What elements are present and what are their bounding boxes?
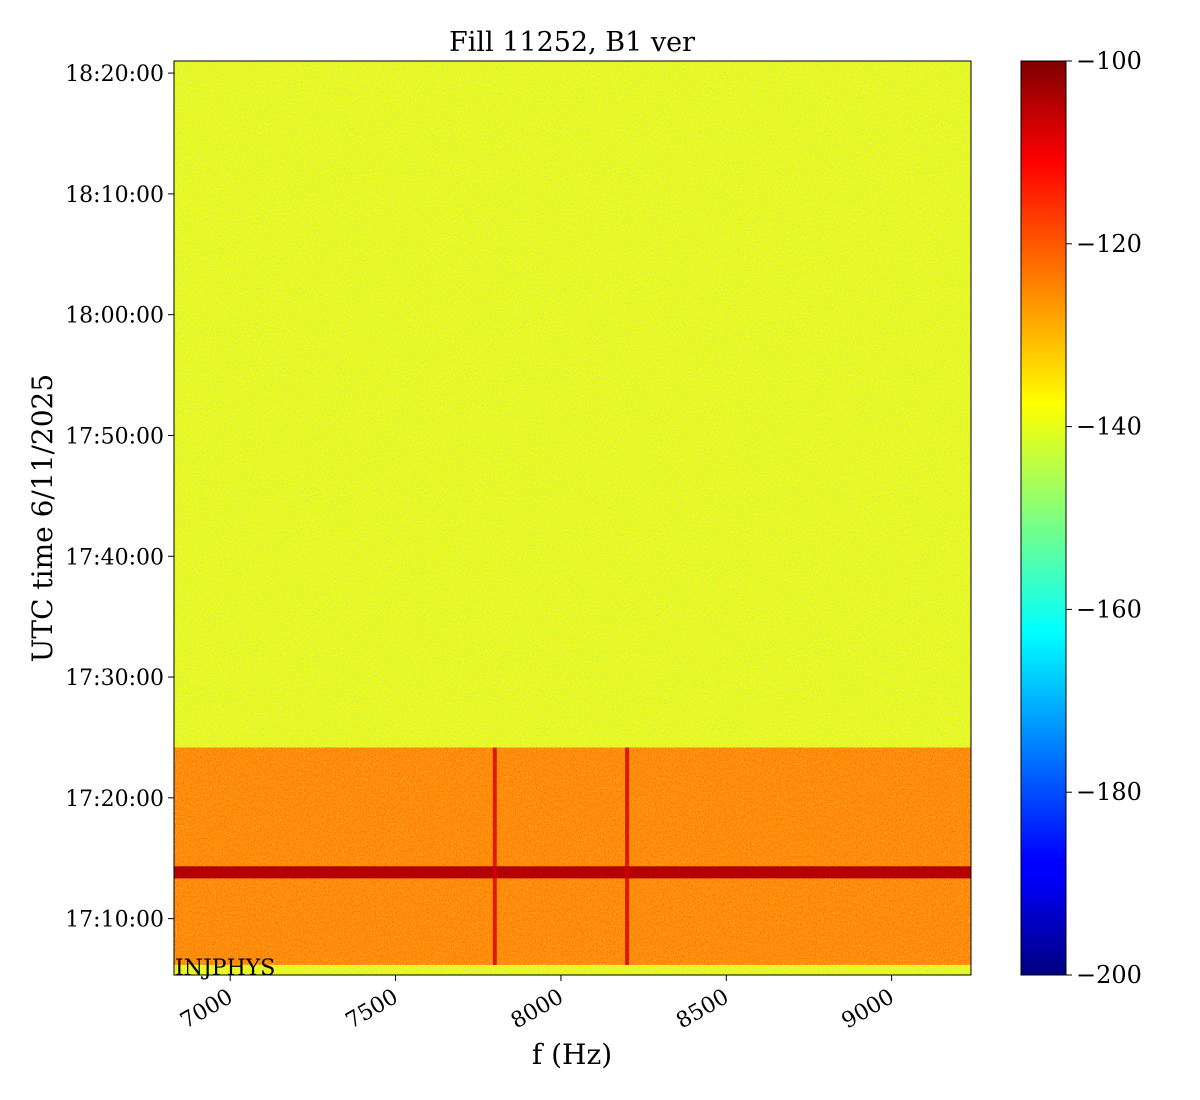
y-tick-label: 18:20:00 — [65, 62, 164, 87]
colorbar-tick-label: −200 — [1076, 961, 1142, 989]
colorbar-tick-label: −160 — [1076, 595, 1142, 623]
heatmap-area — [174, 61, 971, 975]
y-tick-label: 17:40:00 — [65, 545, 164, 570]
colorbar-tick-label: −100 — [1076, 47, 1142, 75]
colorbar-tick-label: −140 — [1076, 413, 1142, 441]
annotation-label: INJPHYS — [175, 956, 275, 981]
x-tick-label: 7000 — [176, 985, 237, 1035]
x-tick-label: 9000 — [838, 985, 899, 1035]
heatmap-region — [174, 866, 971, 879]
colorbar-tick-label: −120 — [1076, 230, 1142, 258]
heatmap-texture — [174, 61, 971, 748]
heatmap-texture — [174, 747, 971, 965]
heatmap-texture — [174, 964, 971, 975]
y-tick-label: 17:50:00 — [65, 424, 164, 449]
plot-frame — [173, 60, 972, 976]
y-tick-label: 18:00:00 — [65, 304, 164, 329]
colorbar: −100 −120 −140 −160 −180 −200 — [1020, 47, 1142, 989]
y-axis: 17:10:00 17:20:00 17:30:00 17:40:00 17:50:00… — [65, 62, 174, 933]
spectral-line — [492, 747, 497, 965]
y-tick-label: 18:10:00 — [65, 183, 164, 208]
x-axis-label: f (Hz) — [532, 1038, 612, 1071]
y-tick-label: 17:20:00 — [65, 787, 164, 812]
colorbar-tick-label: −180 — [1076, 778, 1142, 806]
x-tick-label: 7500 — [342, 985, 403, 1035]
y-tick-label: 17:10:00 — [65, 908, 164, 933]
x-tick-label: 8500 — [672, 985, 733, 1035]
colorbar-ticks: −100 −120 −140 −160 −180 −200 — [1066, 47, 1142, 989]
spectral-line — [625, 747, 630, 965]
x-tick-label: 8000 — [507, 985, 568, 1035]
y-tick-label: 17:30:00 — [65, 666, 164, 691]
y-axis-label: UTC time 6/11/2025 — [26, 374, 59, 662]
chart-title: Fill 11252, B1 ver — [449, 27, 695, 58]
x-axis: 7000 7500 8000 8500 9000 — [176, 975, 899, 1035]
colorbar-gradient — [1020, 60, 1067, 976]
